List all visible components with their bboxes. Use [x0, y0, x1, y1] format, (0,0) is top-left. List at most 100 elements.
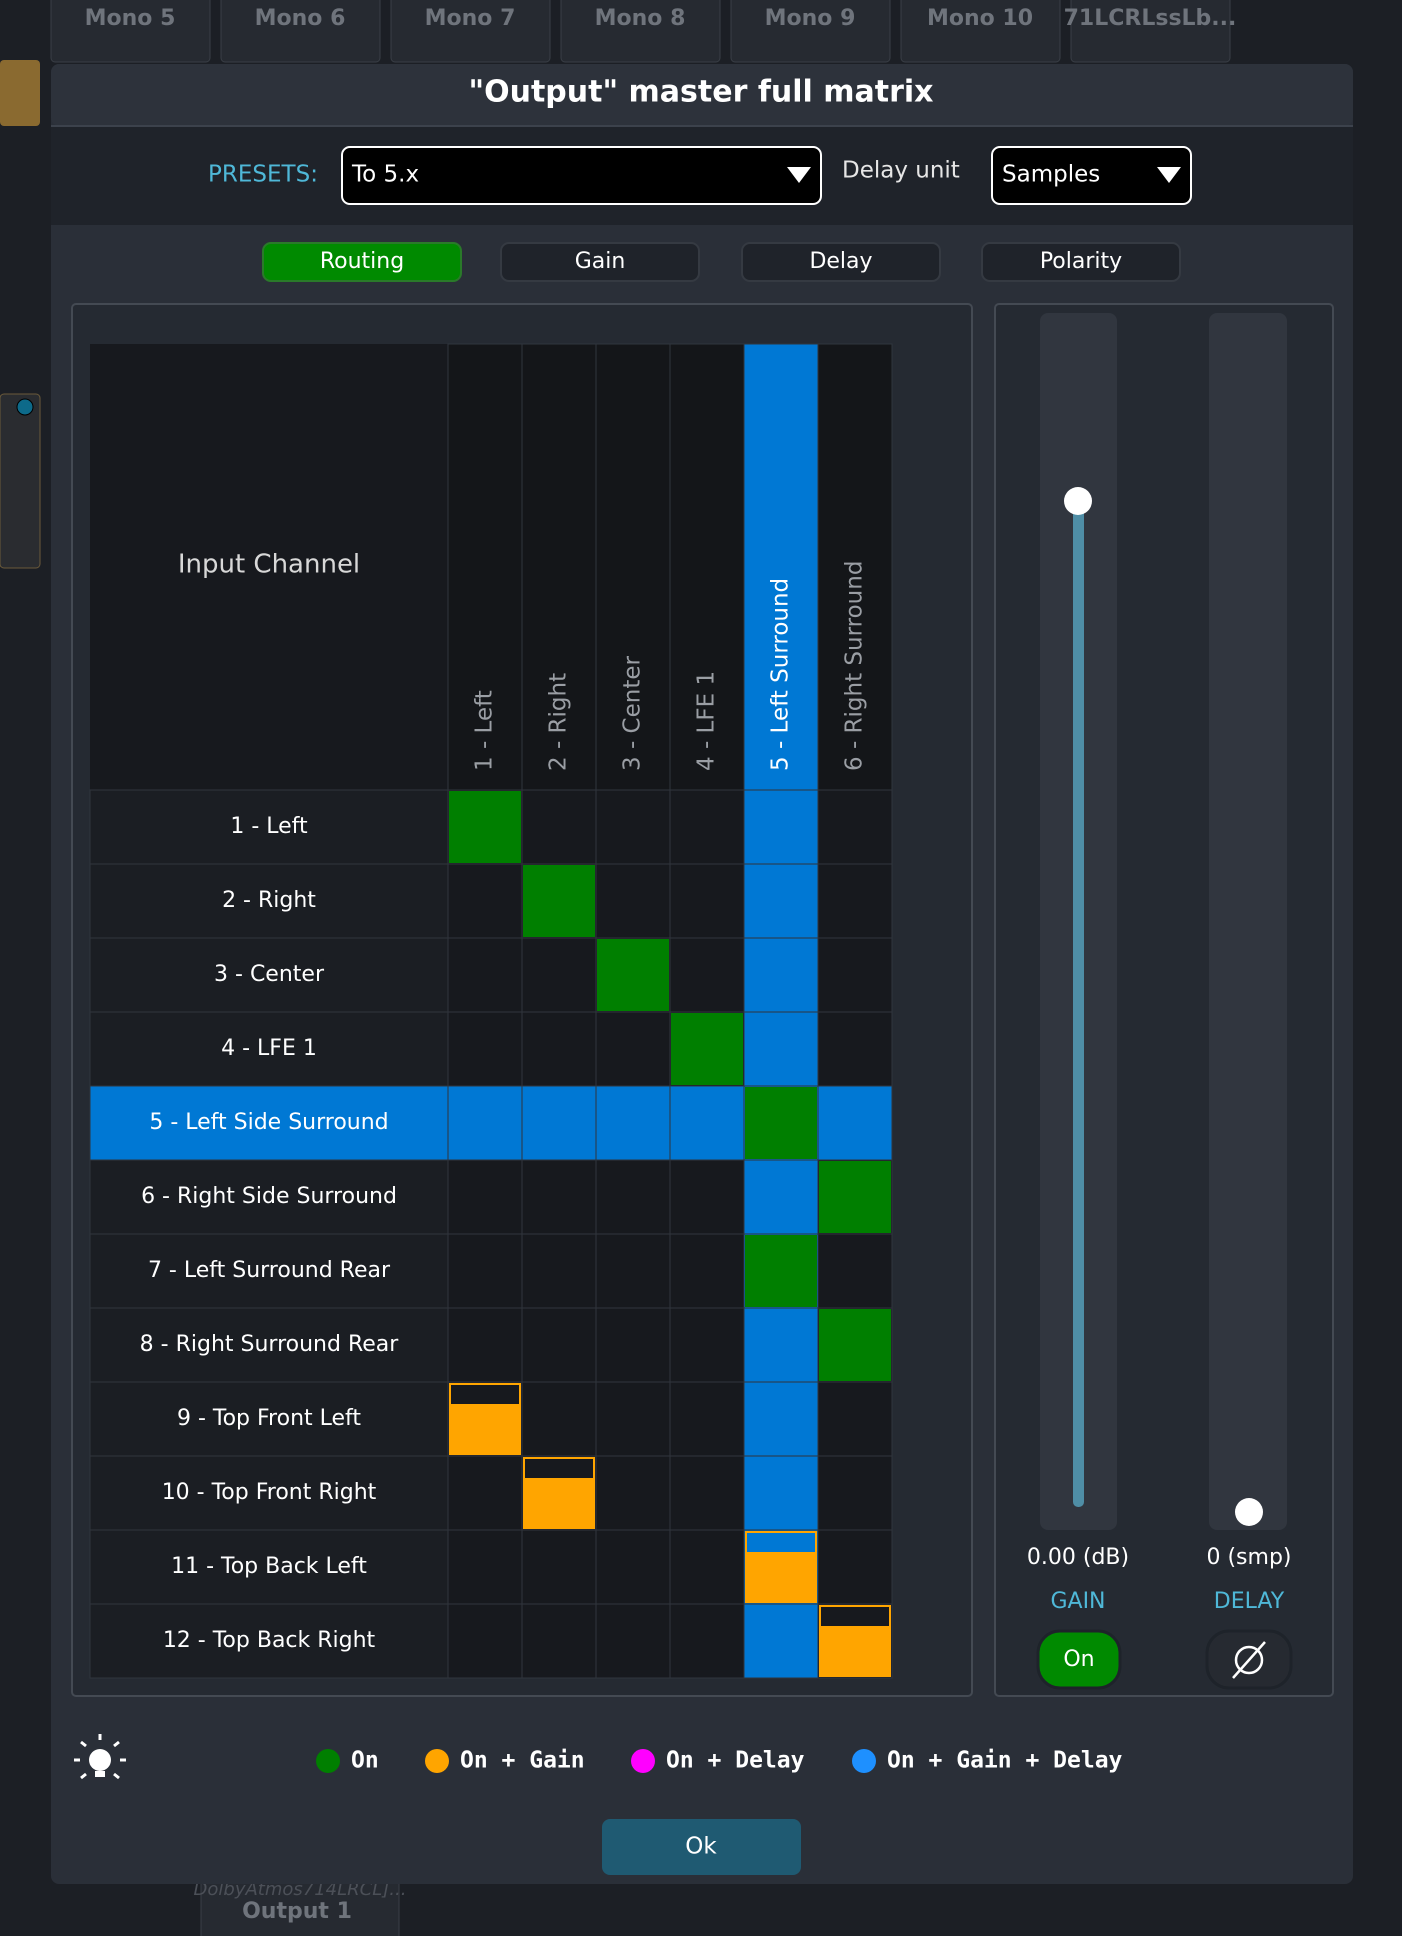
input-header[interactable] [89, 1603, 449, 1679]
matrix-cell[interactable] [521, 1085, 597, 1161]
matrix-cell[interactable] [743, 1381, 819, 1457]
matrix-cell[interactable] [743, 1603, 819, 1679]
gain-slider-knob[interactable] [1064, 487, 1092, 515]
matrix-cell[interactable] [595, 1159, 671, 1235]
matrix-cell[interactable] [743, 1159, 819, 1235]
matrix-cell[interactable] [669, 1307, 745, 1383]
matrix-cell[interactable] [743, 789, 819, 865]
hint-icon[interactable] [89, 1749, 111, 1771]
delay-slider-knob[interactable] [1235, 1498, 1263, 1526]
matrix-cell[interactable] [817, 937, 893, 1013]
matrix-cell[interactable] [669, 937, 745, 1013]
output-header[interactable] [447, 343, 523, 791]
matrix-cell[interactable] [447, 1011, 523, 1087]
matrix-cell[interactable] [743, 1455, 819, 1531]
background-tab[interactable] [560, 0, 721, 63]
input-label: 7 - Left Surround Rear [148, 1258, 391, 1283]
matrix-cell[interactable] [521, 1381, 597, 1457]
input-header[interactable] [89, 937, 449, 1013]
route-on [671, 1013, 743, 1085]
matrix-cell[interactable] [447, 1307, 523, 1383]
matrix-cell[interactable] [743, 1307, 819, 1383]
matrix-cell[interactable] [447, 863, 523, 939]
matrix-cell[interactable] [669, 1455, 745, 1531]
background-tab[interactable] [730, 0, 891, 63]
matrix-cell[interactable] [669, 789, 745, 865]
input-label: 5 - Left Side Surround [149, 1110, 388, 1135]
matrix-cell[interactable] [817, 863, 893, 939]
matrix-cell[interactable] [521, 1529, 597, 1605]
matrix-cell[interactable] [817, 1085, 893, 1161]
matrix-cell[interactable] [521, 1159, 597, 1235]
matrix-cell[interactable] [595, 1307, 671, 1383]
matrix-cell[interactable] [743, 1011, 819, 1087]
delay-unit-dropdown[interactable] [991, 146, 1192, 205]
preset-dropdown[interactable] [341, 146, 822, 205]
matrix-cell[interactable] [595, 863, 671, 939]
matrix-cell[interactable] [595, 1455, 671, 1531]
matrix-cell[interactable] [817, 1455, 893, 1531]
matrix-cell[interactable] [669, 1603, 745, 1679]
matrix-cell[interactable] [447, 1603, 523, 1679]
matrix-cell[interactable] [595, 1011, 671, 1087]
matrix-cell[interactable] [595, 1381, 671, 1457]
background-tab[interactable] [390, 0, 551, 63]
input-header[interactable] [89, 1011, 449, 1087]
matrix-cell[interactable] [817, 789, 893, 865]
input-header[interactable] [89, 1307, 449, 1383]
matrix-cell[interactable] [447, 1085, 523, 1161]
matrix-cell[interactable] [447, 1455, 523, 1531]
background-tab[interactable] [900, 0, 1061, 63]
background-tab[interactable] [220, 0, 381, 63]
input-header[interactable] [89, 1529, 449, 1605]
input-header[interactable] [89, 1159, 449, 1235]
matrix-cell[interactable] [669, 1159, 745, 1235]
matrix-cell[interactable] [447, 1159, 523, 1235]
matrix-cell[interactable] [669, 1381, 745, 1457]
matrix-cell[interactable] [669, 863, 745, 939]
tab[interactable] [500, 242, 700, 282]
matrix-cell[interactable] [743, 937, 819, 1013]
output-header[interactable] [743, 343, 819, 791]
input-header[interactable] [89, 1455, 449, 1531]
matrix-cell[interactable] [521, 1603, 597, 1679]
matrix-cell[interactable] [595, 789, 671, 865]
matrix-cell[interactable] [669, 1085, 745, 1161]
matrix-cell[interactable] [447, 1529, 523, 1605]
output-label: 2 - Right [546, 673, 572, 771]
matrix-cell[interactable] [521, 1307, 597, 1383]
output-header[interactable] [817, 343, 893, 791]
gain-on-button[interactable] [1036, 1629, 1122, 1690]
tab[interactable] [262, 242, 462, 282]
matrix-cell[interactable] [669, 1233, 745, 1309]
matrix-cell[interactable] [595, 1603, 671, 1679]
tab[interactable] [741, 242, 941, 282]
output-header[interactable] [521, 343, 597, 791]
matrix-cell[interactable] [817, 1011, 893, 1087]
input-header[interactable] [89, 1381, 449, 1457]
background-tab[interactable] [50, 0, 211, 63]
delay-slider-track[interactable] [1209, 313, 1287, 1530]
matrix-cell[interactable] [447, 1233, 523, 1309]
input-header[interactable] [89, 789, 449, 865]
ok-button[interactable] [602, 1819, 801, 1875]
output-header[interactable] [669, 343, 745, 791]
matrix-cell[interactable] [595, 1085, 671, 1161]
matrix-cell[interactable] [595, 1233, 671, 1309]
matrix-cell[interactable] [521, 937, 597, 1013]
input-header[interactable] [89, 863, 449, 939]
matrix-cell[interactable] [595, 1529, 671, 1605]
matrix-cell[interactable] [743, 863, 819, 939]
matrix-cell[interactable] [817, 1529, 893, 1605]
background-tab[interactable] [1070, 0, 1231, 63]
matrix-cell[interactable] [521, 1233, 597, 1309]
matrix-cell[interactable] [817, 1381, 893, 1457]
matrix-cell[interactable] [817, 1233, 893, 1309]
tab-label: Gain [575, 249, 626, 274]
tab[interactable] [981, 242, 1181, 282]
output-header[interactable] [595, 343, 671, 791]
matrix-cell[interactable] [669, 1529, 745, 1605]
matrix-cell[interactable] [521, 789, 597, 865]
matrix-cell[interactable] [521, 1011, 597, 1087]
matrix-cell[interactable] [447, 937, 523, 1013]
